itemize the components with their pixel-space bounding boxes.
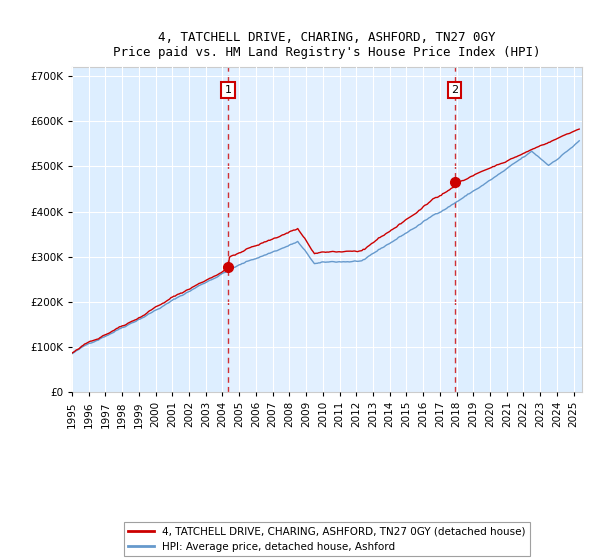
Bar	[228, 67, 455, 392]
Title: 4, TATCHELL DRIVE, CHARING, ASHFORD, TN27 0GY
Price paid vs. HM Land Registry's : 4, TATCHELL DRIVE, CHARING, ASHFORD, TN2…	[113, 31, 541, 59]
Legend: 4, TATCHELL DRIVE, CHARING, ASHFORD, TN27 0GY (detached house), HPI: Average pri: 4, TATCHELL DRIVE, CHARING, ASHFORD, TN2…	[124, 522, 530, 556]
Text: 2: 2	[451, 85, 458, 95]
Text: 1: 1	[224, 85, 232, 95]
